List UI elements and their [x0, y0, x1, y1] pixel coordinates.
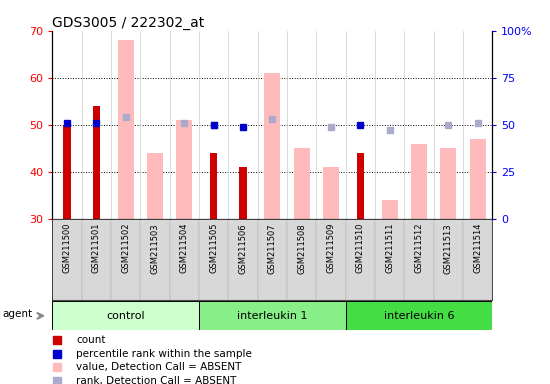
Bar	[257, 219, 287, 300]
Bar	[52, 219, 81, 300]
Text: GSM211500: GSM211500	[62, 223, 72, 273]
Bar	[92, 106, 100, 219]
Bar	[356, 153, 364, 219]
Text: percentile rank within the sample: percentile rank within the sample	[76, 349, 252, 359]
Bar	[147, 153, 163, 219]
Bar	[52, 301, 199, 330]
Bar	[433, 219, 463, 300]
Bar	[463, 219, 492, 300]
Bar	[345, 301, 492, 330]
Text: GSM211504: GSM211504	[180, 223, 189, 273]
Bar	[316, 219, 345, 300]
Bar	[440, 148, 456, 219]
Bar	[264, 73, 280, 219]
Text: count: count	[76, 335, 106, 345]
Text: GSM211506: GSM211506	[238, 223, 248, 273]
Bar	[228, 219, 257, 300]
Text: value, Detection Call = ABSENT: value, Detection Call = ABSENT	[76, 362, 242, 372]
Text: rank, Detection Call = ABSENT: rank, Detection Call = ABSENT	[76, 376, 237, 384]
Text: GSM211502: GSM211502	[121, 223, 130, 273]
Bar	[199, 219, 228, 300]
Text: interleukin 6: interleukin 6	[384, 311, 454, 321]
Text: control: control	[106, 311, 145, 321]
Text: interleukin 1: interleukin 1	[237, 311, 307, 321]
Text: GSM211512: GSM211512	[414, 223, 424, 273]
Text: GSM211503: GSM211503	[150, 223, 159, 273]
Bar	[118, 40, 134, 219]
Text: GDS3005 / 222302_at: GDS3005 / 222302_at	[52, 16, 205, 30]
Bar	[81, 219, 111, 300]
Bar	[63, 125, 70, 219]
Bar	[294, 148, 310, 219]
Bar	[169, 219, 199, 300]
Bar	[210, 153, 217, 219]
Bar	[323, 167, 339, 219]
Text: GSM211507: GSM211507	[268, 223, 277, 273]
Bar	[111, 219, 140, 300]
Text: agent: agent	[3, 310, 33, 319]
Bar	[199, 301, 345, 330]
Bar	[411, 144, 427, 219]
Bar	[345, 219, 375, 300]
Bar	[140, 219, 169, 300]
Text: GSM211509: GSM211509	[326, 223, 336, 273]
Bar	[375, 219, 404, 300]
Bar	[176, 120, 192, 219]
Text: GSM211501: GSM211501	[92, 223, 101, 273]
Bar	[382, 200, 398, 219]
Text: GSM211508: GSM211508	[297, 223, 306, 273]
Bar	[239, 167, 246, 219]
Text: GSM211505: GSM211505	[209, 223, 218, 273]
Bar	[404, 219, 433, 300]
Text: GSM211511: GSM211511	[385, 223, 394, 273]
Bar	[287, 219, 316, 300]
Text: GSM211510: GSM211510	[356, 223, 365, 273]
Text: GSM211514: GSM211514	[473, 223, 482, 273]
Bar	[470, 139, 486, 219]
Text: GSM211513: GSM211513	[444, 223, 453, 273]
